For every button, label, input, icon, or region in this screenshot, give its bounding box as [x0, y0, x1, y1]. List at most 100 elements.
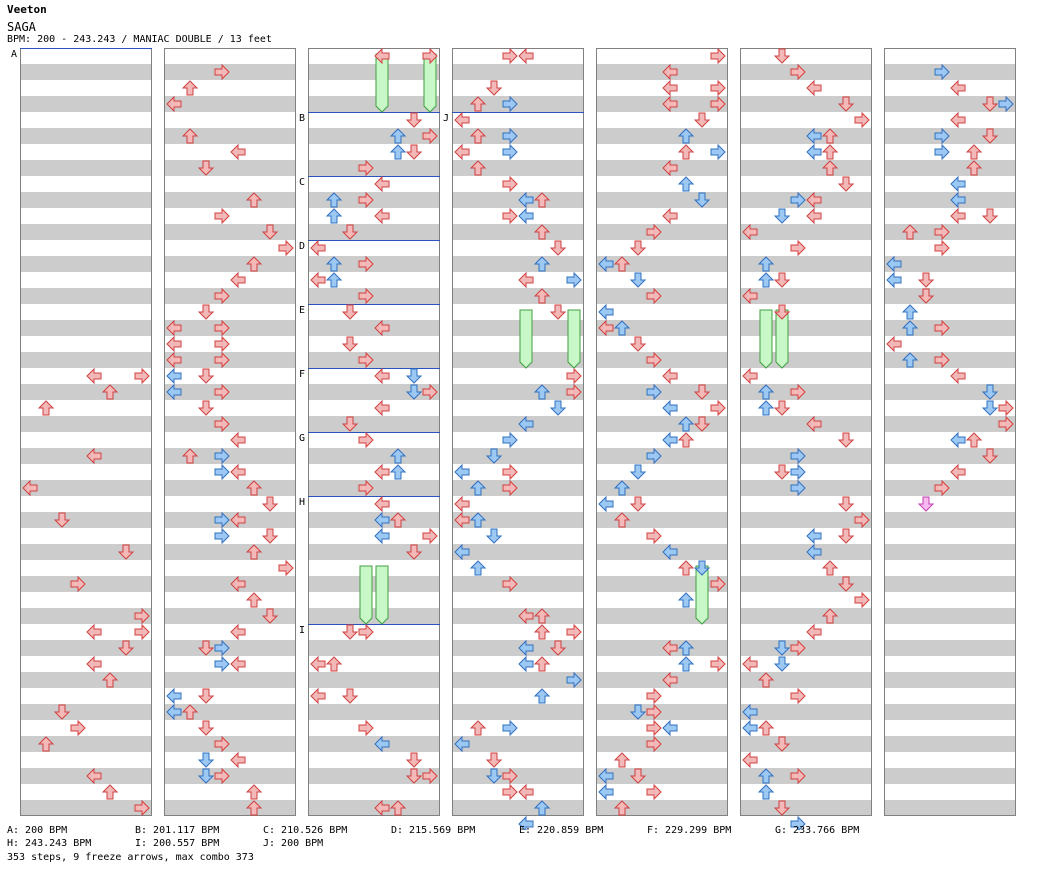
step-arrow [389, 448, 407, 464]
step-arrow [790, 191, 806, 209]
step-arrow [757, 672, 775, 688]
beat-stripe [740, 800, 872, 816]
column-border [164, 48, 296, 816]
step-arrow [166, 687, 182, 705]
beat-stripe [740, 352, 872, 368]
bpm-legend-item: F: 229.299 BPM [647, 825, 732, 836]
step-arrow [117, 544, 135, 560]
step-arrow [53, 512, 71, 528]
beat-stripe [308, 352, 440, 368]
step-arrow [358, 191, 374, 209]
beat-stripe [596, 384, 728, 400]
step-arrow [646, 703, 662, 721]
beat-stripe [884, 96, 1016, 112]
beat-stripe [164, 480, 296, 496]
beat-stripe [884, 608, 1016, 624]
step-arrow [454, 143, 470, 161]
step-arrow [374, 319, 390, 337]
artist-name: Veeton [7, 3, 47, 16]
step-arrow [917, 496, 935, 512]
step-arrow [374, 527, 390, 545]
step-arrow [134, 623, 150, 641]
step-arrow [358, 479, 374, 497]
step-arrow [677, 592, 695, 608]
step-arrow [214, 527, 230, 545]
step-arrow [950, 175, 966, 193]
column-border [884, 48, 1016, 816]
step-arrow [854, 111, 870, 129]
step-arrow [549, 304, 567, 320]
step-arrow [710, 143, 726, 161]
step-arrow [358, 431, 374, 449]
beat-stripe [740, 224, 872, 240]
step-arrow [598, 255, 614, 273]
beat-stripe [308, 192, 440, 208]
step-arrow [469, 96, 487, 112]
song-title: SAGA [7, 20, 36, 34]
step-arrow [230, 143, 246, 161]
step-arrow [757, 384, 775, 400]
beat-stripe [308, 544, 440, 560]
freeze-arrow [519, 309, 533, 369]
step-arrow [790, 639, 806, 657]
step-arrow [742, 703, 758, 721]
step-arrow [773, 400, 791, 416]
step-arrow [677, 432, 695, 448]
step-arrow [934, 479, 950, 497]
beat-stripe [20, 320, 152, 336]
step-arrow [358, 287, 374, 305]
step-arrow [790, 687, 806, 705]
step-arrow [981, 384, 999, 400]
step-arrow [214, 511, 230, 529]
step-arrow [837, 528, 855, 544]
step-arrow [422, 127, 438, 145]
beat-stripe [452, 800, 584, 816]
step-arrow [806, 543, 822, 561]
step-arrow [533, 608, 551, 624]
beat-stripe [20, 256, 152, 272]
beat-stripe [308, 448, 440, 464]
step-arrow [662, 671, 678, 689]
beat-stripe [884, 160, 1016, 176]
step-arrow [566, 271, 582, 289]
step-arrow [166, 319, 182, 337]
step-arrow [197, 768, 215, 784]
beat-stripe [308, 672, 440, 688]
step-arrow [837, 96, 855, 112]
beat-stripe [596, 544, 728, 560]
step-arrow [773, 304, 791, 320]
step-arrow [981, 128, 999, 144]
step-arrow [998, 399, 1014, 417]
bpm-legend-item: C: 210.526 BPM [263, 825, 348, 836]
step-arrow [214, 447, 230, 465]
step-arrow [629, 336, 647, 352]
beat-stripe [452, 256, 584, 272]
beat-stripe [452, 736, 584, 752]
beat-stripe [20, 800, 152, 816]
beat-stripe [596, 160, 728, 176]
beat-stripe [740, 672, 872, 688]
beat-stripe [740, 768, 872, 784]
beat-stripe [884, 224, 1016, 240]
step-arrow [566, 383, 582, 401]
step-arrow [197, 640, 215, 656]
step-arrow [341, 624, 359, 640]
column-border [452, 48, 584, 816]
step-arrow [934, 127, 950, 145]
beat-stripe [884, 704, 1016, 720]
step-arrow [37, 400, 55, 416]
step-arrow [790, 63, 806, 81]
beat-stripe [164, 192, 296, 208]
beat-stripe [596, 800, 728, 816]
step-arrow [677, 176, 695, 192]
step-arrow [245, 784, 263, 800]
step-arrow [358, 159, 374, 177]
step-arrow [325, 208, 343, 224]
step-arrow [886, 271, 902, 289]
beat-stripe [884, 416, 1016, 432]
step-arrow [389, 144, 407, 160]
step-arrow [806, 143, 822, 161]
beat-stripe [164, 416, 296, 432]
step-arrow [454, 735, 470, 753]
step-arrow [502, 767, 518, 785]
